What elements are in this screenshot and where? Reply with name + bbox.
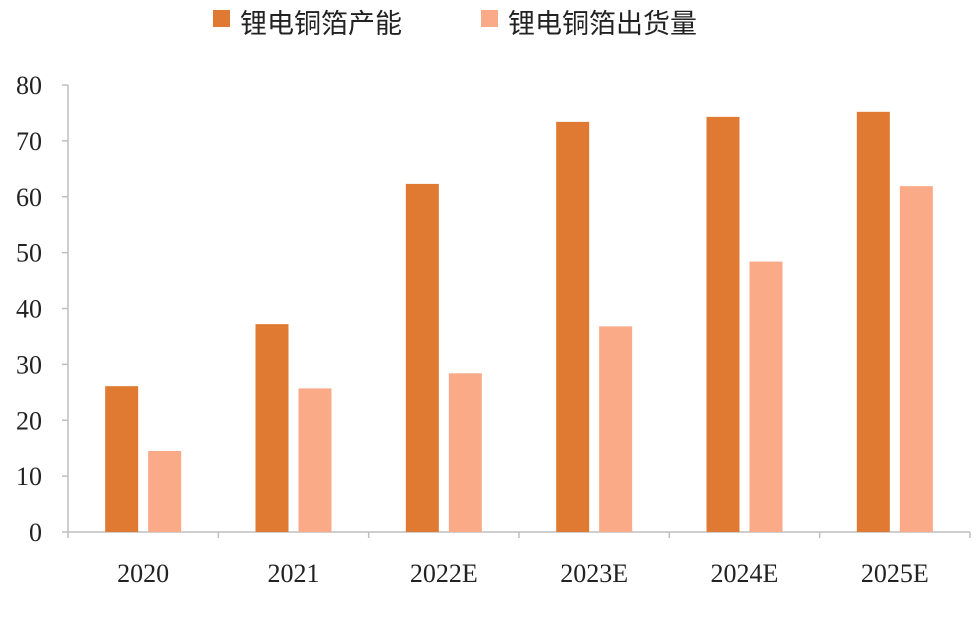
x-axis: 2020 2021 2022E 2023E 2024E 2025E <box>67 531 971 588</box>
y-tick-label: 20 <box>16 406 42 435</box>
y-tick-label: 50 <box>16 239 42 268</box>
legend-label-shipment: 锂电铜箔出货量 <box>508 9 697 40</box>
x-tick-label: 2020 <box>117 559 169 588</box>
x-tick-label: 2022E <box>410 559 478 588</box>
bar-series-1-2022E <box>405 183 439 532</box>
bar-series-1-2020 <box>105 386 139 532</box>
legend-item-shipment: 锂电铜箔出货量 <box>481 9 697 40</box>
x-tick-label: 2021 <box>268 559 320 588</box>
legend-swatch-shipment <box>481 10 498 27</box>
y-tick-label: 70 <box>16 127 42 156</box>
legend: 锂电铜箔产能 锂电铜箔出货量 <box>213 9 697 40</box>
bar-series-2-2024E <box>749 261 783 532</box>
y-tick-label: 30 <box>16 350 42 379</box>
bar-series-2-2023E <box>599 326 633 532</box>
y-axis: 0 10 20 30 40 50 60 70 80 <box>16 71 69 547</box>
y-tick-label: 80 <box>16 71 42 100</box>
bar-series-1-2025E <box>856 111 890 532</box>
y-tick-label: 0 <box>29 518 42 547</box>
bar-series-2-2025E <box>899 186 933 533</box>
x-tick-label: 2025E <box>861 559 929 588</box>
bar-group <box>105 111 933 533</box>
legend-label-capacity: 锂电铜箔产能 <box>240 9 402 40</box>
bar-series-1-2024E <box>706 116 740 532</box>
bar-series-2-2020 <box>148 450 182 532</box>
y-tick-label: 10 <box>16 462 42 491</box>
legend-item-capacity: 锂电铜箔产能 <box>213 9 402 40</box>
bar-series-2-2022E <box>448 373 482 532</box>
x-tick-label: 2023E <box>560 559 628 588</box>
bar-series-2-2021 <box>298 388 332 532</box>
bar-series-1-2021 <box>255 324 289 532</box>
legend-swatch-capacity <box>213 10 230 27</box>
x-tick-label: 2024E <box>711 559 779 588</box>
bar-series-1-2023E <box>556 121 590 532</box>
y-tick-label: 40 <box>16 295 42 324</box>
y-tick-label: 60 <box>16 183 42 212</box>
